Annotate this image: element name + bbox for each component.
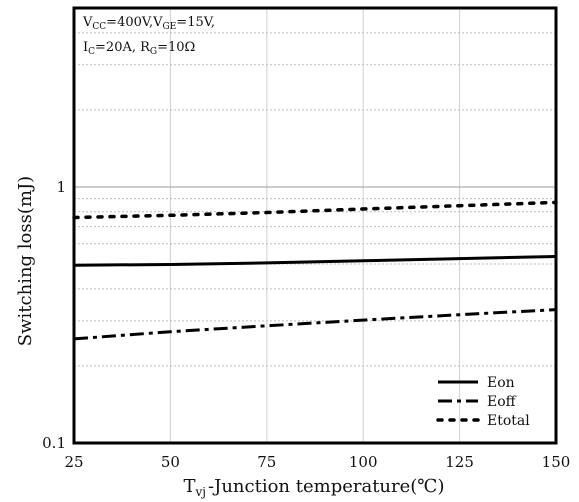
legend-label-etotal: Etotal bbox=[487, 413, 530, 429]
x-tick-label: 50 bbox=[161, 453, 180, 471]
grid bbox=[74, 8, 556, 443]
plot-frame bbox=[72, 6, 558, 445]
test-conditions: VCC=400V,VGE=15V, IC=20A, RG=10Ω bbox=[82, 15, 215, 57]
x-tick-label: 125 bbox=[445, 453, 474, 471]
series-eon-line bbox=[73, 255, 557, 267]
series-etotal-line bbox=[72, 200, 558, 220]
condition-line-1: VCC=400V,VGE=15V, bbox=[82, 15, 215, 32]
x-tick-label: 150 bbox=[542, 453, 571, 471]
x-axis-title-rest: -Junction temperature(℃) bbox=[208, 476, 444, 497]
x-axis-title-subscript: vj bbox=[195, 485, 207, 499]
series-layer bbox=[72, 200, 558, 341]
series-eoff-line bbox=[73, 308, 557, 341]
x-tick-label: 75 bbox=[257, 453, 276, 471]
x-tick-label: 100 bbox=[349, 453, 378, 471]
y-axis-title: Switching loss(mJ) bbox=[15, 176, 36, 346]
y-tick-label: 0.1 bbox=[42, 434, 66, 452]
y-tick-labels: 0.11 bbox=[42, 178, 66, 452]
x-axis-title: Tvj -Junction temperature(℃) bbox=[184, 476, 445, 499]
x-tick-label: 25 bbox=[64, 453, 83, 471]
x-tick-labels: 25 50 75 100 125 150 bbox=[64, 453, 570, 471]
condition-line-2: IC=20A, RG=10Ω bbox=[83, 40, 195, 57]
legend: Eon Eoff Etotal bbox=[436, 375, 530, 429]
legend-label-eoff: Eoff bbox=[487, 394, 517, 410]
legend-label-eon: Eon bbox=[487, 375, 515, 391]
x-axis-title-symbol: T bbox=[184, 476, 196, 497]
y-tick-label: 1 bbox=[56, 178, 66, 196]
